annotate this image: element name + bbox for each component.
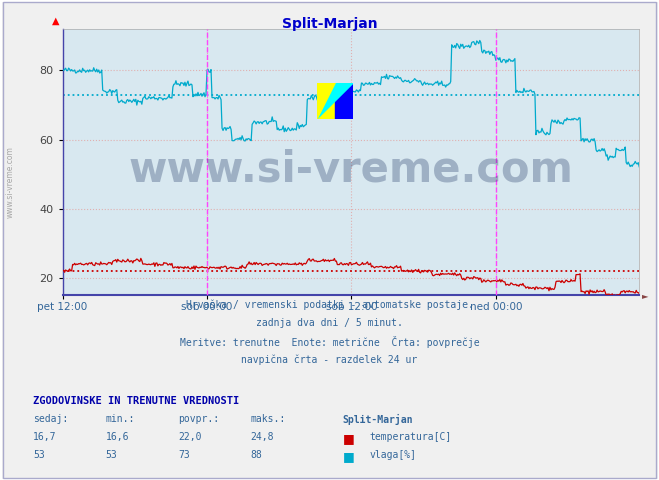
Text: 73: 73 xyxy=(178,450,190,460)
Polygon shape xyxy=(317,83,335,119)
Text: sedaj:: sedaj: xyxy=(33,414,68,424)
Text: 88: 88 xyxy=(250,450,262,460)
Text: 53: 53 xyxy=(33,450,45,460)
Text: ZGODOVINSKE IN TRENUTNE VREDNOSTI: ZGODOVINSKE IN TRENUTNE VREDNOSTI xyxy=(33,396,239,406)
Text: temperatura[C]: temperatura[C] xyxy=(369,432,451,443)
Text: Split-Marjan: Split-Marjan xyxy=(281,17,378,31)
Text: vlaga[%]: vlaga[%] xyxy=(369,450,416,460)
Text: www.si-vreme.com: www.si-vreme.com xyxy=(5,146,14,218)
Text: ■: ■ xyxy=(343,450,355,463)
Polygon shape xyxy=(335,83,353,119)
Text: Hrvaška / vremenski podatki - avtomatske postaje.: Hrvaška / vremenski podatki - avtomatske… xyxy=(186,300,473,311)
Text: 16,6: 16,6 xyxy=(105,432,129,443)
Text: ■: ■ xyxy=(343,432,355,445)
Text: 22,0: 22,0 xyxy=(178,432,202,443)
Text: navpična črta - razdelek 24 ur: navpična črta - razdelek 24 ur xyxy=(241,355,418,365)
Text: maks.:: maks.: xyxy=(250,414,285,424)
Text: 53: 53 xyxy=(105,450,117,460)
Text: povpr.:: povpr.: xyxy=(178,414,219,424)
Text: 16,7: 16,7 xyxy=(33,432,57,443)
Text: zadnja dva dni / 5 minut.: zadnja dva dni / 5 minut. xyxy=(256,318,403,328)
Text: 24,8: 24,8 xyxy=(250,432,274,443)
Polygon shape xyxy=(317,83,353,119)
Text: Split-Marjan: Split-Marjan xyxy=(343,414,413,425)
Text: min.:: min.: xyxy=(105,414,135,424)
Text: Meritve: trenutne  Enote: metrične  Črta: povprečje: Meritve: trenutne Enote: metrične Črta: … xyxy=(180,336,479,348)
Text: www.si-vreme.com: www.si-vreme.com xyxy=(129,149,573,191)
Text: ►: ► xyxy=(642,291,648,300)
Text: ▲: ▲ xyxy=(51,16,59,26)
